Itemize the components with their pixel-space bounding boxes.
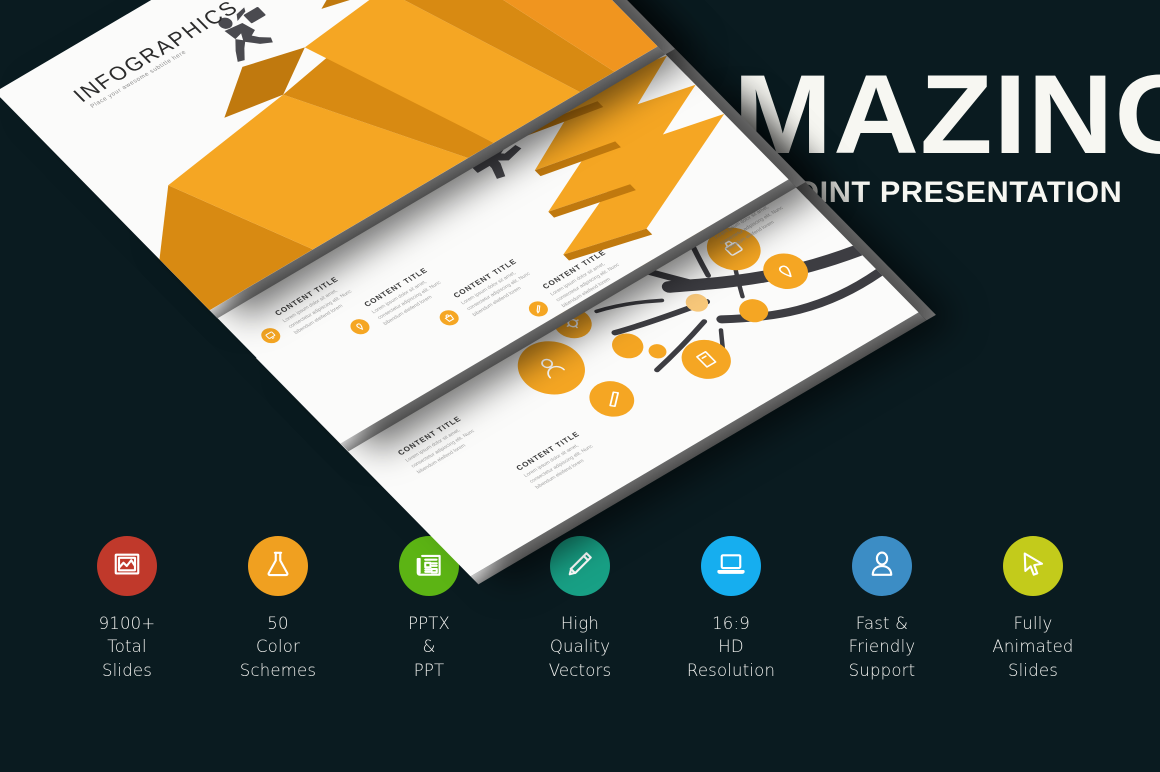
slide-growth-rate[interactable]: INFOGRAPHICS Place your awesome subtitle…	[0, 0, 675, 319]
content-item-1[interactable]: CONTENT TITLE Lorem ipsum dolor sit amet…	[257, 268, 370, 347]
feature-total-slides[interactable]: 9100+ Total Slides	[52, 536, 203, 682]
content-item-4[interactable]: CONTENT TITLE Lorem ipsum dolor sit amet…	[525, 242, 638, 320]
content-item-3[interactable]: CONTENT TITLE Lorem ipsum dolor sit amet…	[435, 250, 548, 329]
feature-color-schemes[interactable]: 50 Color Schemes	[203, 536, 354, 682]
feature-label: Fully Animated Slides	[992, 614, 1074, 680]
feature-label: Fast & Friendly Support	[848, 614, 916, 680]
feature-label: 9100+ Total Slides	[98, 614, 156, 680]
flask-icon	[263, 549, 293, 584]
feature-resolution[interactable]: 16:9 HD Resolution	[656, 536, 807, 682]
feature-list: 9100+ Total Slides 50 Color Schemes PPTX…	[0, 536, 1160, 682]
feature-label: High Quality Vectors	[548, 614, 612, 680]
mountain-artwork	[0, 0, 658, 311]
feature-label: 16:9 HD Resolution	[686, 614, 776, 680]
cursor-icon	[1018, 549, 1048, 584]
person-icon	[867, 549, 897, 584]
newspaper-icon	[414, 549, 444, 584]
feature-icon-circle	[1003, 536, 1063, 596]
feature-icon-circle	[852, 536, 912, 596]
feature-animated[interactable]: Fully Animated Slides	[958, 536, 1109, 682]
laptop-icon	[716, 549, 746, 584]
edit-icon	[525, 298, 552, 320]
feature-vectors[interactable]: High Quality Vectors	[505, 536, 656, 682]
feature-support[interactable]: Fast & Friendly Support	[807, 536, 958, 682]
pen-icon	[346, 316, 374, 338]
monitor-icon	[257, 325, 285, 347]
feature-icon-circle	[550, 536, 610, 596]
pencil-icon	[565, 549, 595, 584]
slide-surface: INFOGRAPHICS Place your awesome subtitle…	[0, 0, 658, 311]
slide-stack: INFOGRAPHICS Place your awesome subtitle…	[0, 0, 936, 585]
feature-icon-circle	[97, 536, 157, 596]
image-icon	[112, 549, 142, 584]
feature-label: 50 Color Schemes	[239, 614, 317, 680]
feature-icon-circle	[248, 536, 308, 596]
feature-icon-circle	[701, 536, 761, 596]
feature-label: PPTX & PPT	[407, 614, 451, 680]
content-item-2[interactable]: CONTENT TITLE Lorem ipsum dolor sit amet…	[346, 259, 459, 338]
bag-icon	[435, 307, 463, 329]
